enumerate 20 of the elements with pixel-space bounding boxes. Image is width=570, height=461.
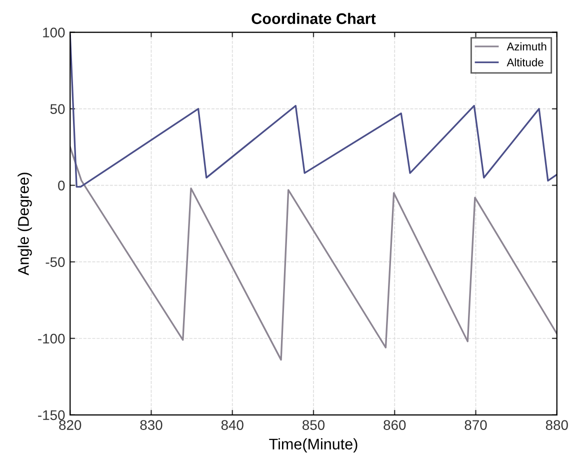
chart-title: Coordinate Chart	[252, 12, 376, 24]
y-tick-label: -50	[46, 257, 65, 268]
x-tick-label: 840	[221, 420, 244, 430]
line-series	[70, 34, 557, 188]
legend-label: Altitude	[506, 58, 544, 66]
x-tick-label: 880	[546, 420, 568, 430]
x-tick-label: 850	[302, 420, 325, 430]
x-tick-label: 860	[384, 420, 406, 430]
y-axis-title: Angle (Degree)	[18, 172, 32, 276]
x-tick-label: 870	[464, 420, 487, 430]
x-tick-label: 830	[140, 420, 162, 430]
legend-label: Azimuth	[506, 42, 546, 50]
line-series	[70, 146, 557, 361]
y-tick-label: 100	[43, 28, 65, 38]
y-tick-label: -150	[38, 410, 65, 420]
y-tick-label: 0	[58, 180, 65, 190]
y-tick-label: 50	[50, 104, 65, 114]
x-tick-label: 820	[59, 420, 82, 430]
x-axis-title: Time(Minute)	[269, 438, 358, 452]
y-tick-label: -100	[38, 334, 65, 344]
